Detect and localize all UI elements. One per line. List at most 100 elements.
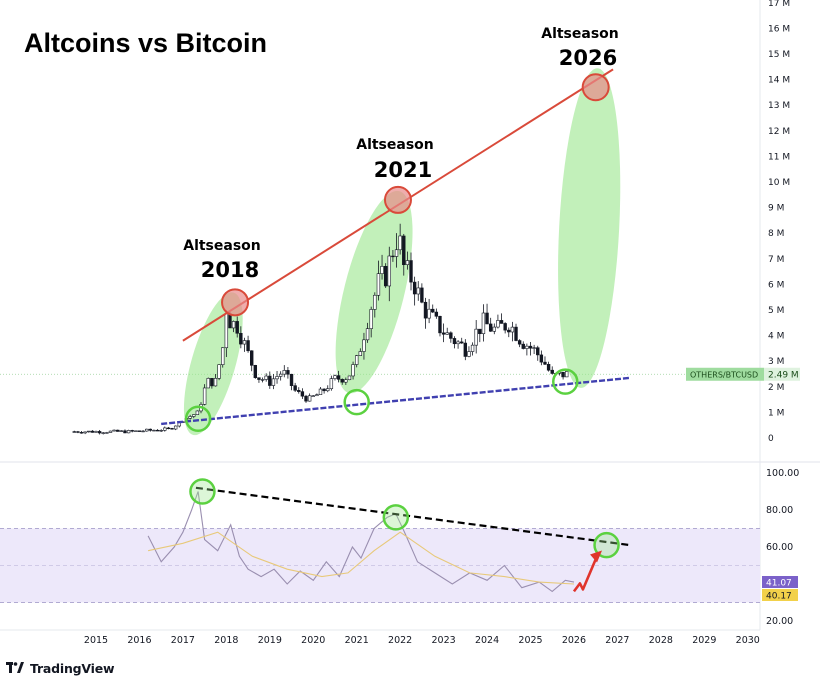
candle-body [358,351,363,356]
candle-body [510,326,515,333]
candle-body [307,395,312,402]
candle-body [340,378,344,383]
support-touch-circle-0 [184,405,212,433]
candle-body [163,427,167,431]
rsi-tick-label: 60.00 [766,542,793,553]
year-tick-label: 2025 [518,635,542,646]
candle-body [97,431,102,434]
symbol-label: OTHERS/BTCUSD [690,370,758,379]
annotation-word-2021: Altseason [356,137,434,153]
candle-body [344,379,348,383]
price-tick-label: 3 M [768,357,784,367]
candle-body [210,378,214,387]
rsi-tick-label: 80.00 [766,505,793,516]
price-tick-label: 6 M [768,280,784,290]
candle-body [488,323,493,332]
candle-body [188,416,192,419]
symbol-label-bg [686,367,764,381]
candle-body [456,341,460,345]
candle-body [514,326,518,341]
year-tick-label: 2015 [84,635,108,646]
candle-body [387,255,391,287]
candle-body [380,266,384,275]
candle-body [354,355,359,365]
tradingview-logo[interactable]: TradingView [6,659,115,677]
candle-body [329,378,334,390]
candle-body [532,347,536,349]
rsi-tick-label: 20.00 [766,616,793,627]
candle-body [503,323,507,331]
candle-body [550,369,554,374]
candle-body [481,312,486,335]
candle-body [499,320,504,324]
year-tick-label: 2028 [649,635,673,646]
candle-body [474,328,478,346]
candle-body [90,430,95,433]
price-tick-label: 12 M [768,127,790,137]
candle-body [202,387,207,405]
candle-body [166,427,171,430]
peak-circle-2021 [383,185,412,214]
price-tick-label: 5 M [768,306,784,316]
rsi-value-tag-0: 41.07 [766,579,792,589]
rsi-trendline [195,486,631,547]
candle-body [152,429,156,432]
candle-body [268,375,272,386]
candle-body [112,429,116,432]
candle-body [173,425,178,430]
price-tick-label: 8 M [768,229,784,239]
candle-body [315,394,319,397]
candle-body [528,345,533,349]
candle-body [79,432,84,434]
candle-body [126,430,131,434]
rsi-tick-label: 100.00 [766,468,799,479]
candle-body [409,260,413,283]
price-tick-label: 7 M [768,255,784,265]
tradingview-mark-icon [6,662,24,673]
annotation-word-2018: Altseason [183,238,261,254]
candle-body [289,373,294,386]
price-axis: 17 M 16 M 15 M 14 M 13 M 12 M 11 M 10 M 9 M 8 M 7 … [768,0,790,444]
candle-body [87,430,91,433]
candle-body [525,345,529,349]
year-tick-label: 2019 [258,635,282,646]
price-tick-label: 1 M [768,408,784,418]
candle-body [271,378,276,386]
year-tick-label: 2024 [475,635,499,646]
candle-body [405,260,410,266]
candle-body [470,344,475,352]
candle-body [460,341,464,344]
candle-body [507,329,511,333]
rsi-value-tag-bg-0 [762,576,798,588]
candle-body [536,347,540,356]
candle-body [318,388,323,395]
candle-body [561,371,565,378]
candle-body [253,365,258,379]
candle-body [119,430,124,432]
price-tick-label: 13 M [768,101,790,111]
candle-body [539,354,544,363]
candle-body [137,430,142,432]
chart-title: Altcoins vs Bitcoin [24,28,267,58]
candle-body [326,388,330,392]
annotation-year-2026: 2026 [559,46,617,70]
candle-body [565,371,569,378]
support-touch-circle-1 [343,388,370,416]
candle-body [264,375,268,380]
candle-body [155,429,160,432]
candle-body [275,376,279,380]
candle-body [116,429,120,432]
support-touch-circle-2 [552,368,579,395]
candle-body [170,428,174,430]
candle-body [336,375,341,380]
candle-body [398,235,402,251]
candle-body [543,361,547,365]
candle-body [130,430,134,432]
candle-body [195,410,200,415]
candle-body [94,431,98,433]
candle-body [76,431,80,433]
candle-body [123,430,127,434]
candle-body [391,255,395,258]
